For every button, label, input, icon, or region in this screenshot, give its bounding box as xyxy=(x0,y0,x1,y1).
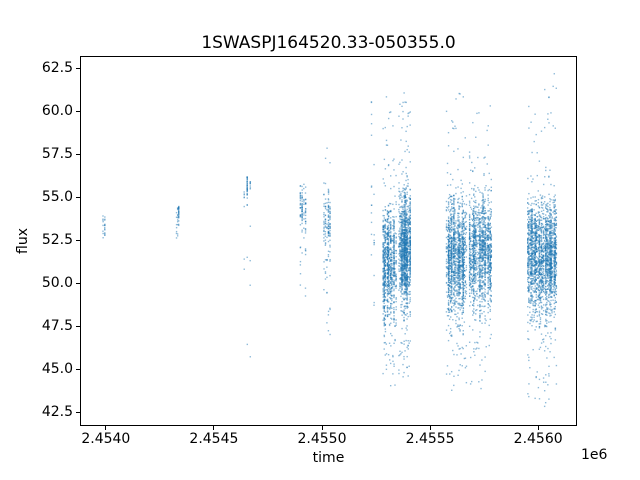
x-tick-mark xyxy=(321,426,323,430)
y-axis-label: flux xyxy=(15,228,31,254)
y-tick-mark xyxy=(76,153,80,155)
y-tick-label: 60.0 xyxy=(41,102,73,119)
x-tick-label: 2.4550 xyxy=(297,431,347,447)
y-tick-label: 45.0 xyxy=(41,361,73,378)
y-tick-label: 57.5 xyxy=(41,145,73,162)
y-tick-mark xyxy=(76,110,80,112)
scatter-points-canvas xyxy=(81,57,576,425)
x-axis-offset-label: 1e6 xyxy=(581,447,608,463)
x-tick-label: 2.4555 xyxy=(405,431,455,447)
y-tick-label: 52.5 xyxy=(41,232,73,249)
y-tick-mark xyxy=(76,283,80,285)
y-tick-label: 50.0 xyxy=(41,275,73,292)
x-tick-label: 2.4560 xyxy=(513,431,563,447)
y-tick-label: 42.5 xyxy=(41,404,73,421)
y-tick-mark xyxy=(76,240,80,242)
y-tick-mark xyxy=(76,196,80,198)
y-tick-label: 55.0 xyxy=(41,188,73,205)
y-tick-mark xyxy=(76,326,80,328)
chart-title: 1SWASPJ164520.33-050355.0 xyxy=(201,33,456,53)
x-tick-mark xyxy=(429,426,431,430)
x-tick-mark xyxy=(105,426,107,430)
y-tick-mark xyxy=(76,412,80,414)
y-tick-mark xyxy=(76,67,80,69)
y-tick-mark xyxy=(76,369,80,371)
x-tick-mark xyxy=(537,426,539,430)
x-axis-label: time xyxy=(312,450,345,466)
x-tick-label: 2.4540 xyxy=(81,431,131,447)
x-tick-mark xyxy=(213,426,215,430)
y-tick-label: 47.5 xyxy=(41,318,73,335)
plot-area xyxy=(80,56,577,426)
x-tick-label: 2.4545 xyxy=(189,431,239,447)
y-tick-label: 62.5 xyxy=(41,59,73,76)
